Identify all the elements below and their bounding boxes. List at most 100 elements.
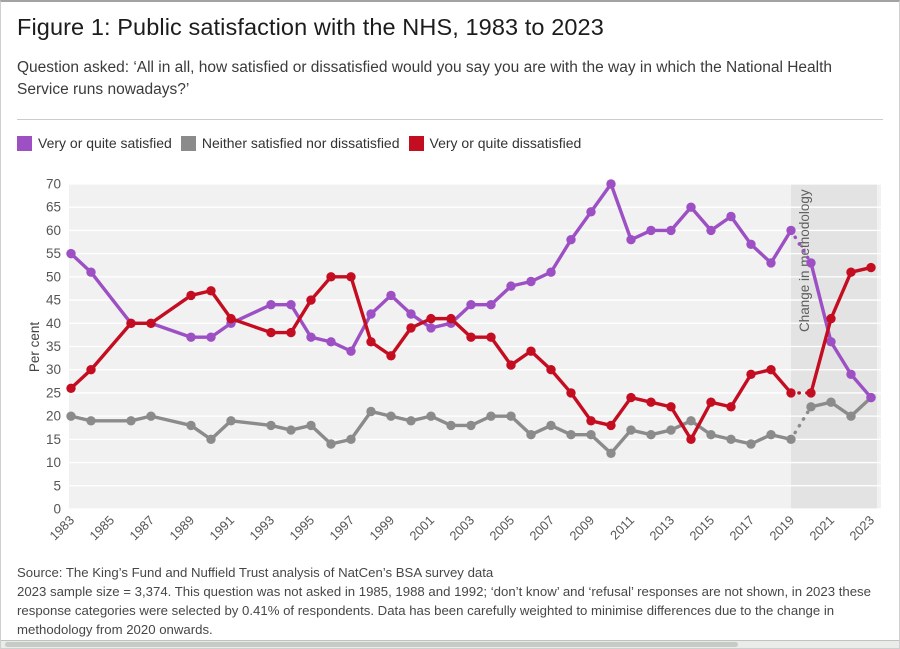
- data-point-neither-satisfied-nor-dissatisfied-2006[interactable]: [526, 430, 536, 440]
- data-point-neither-satisfied-nor-dissatisfied-1986[interactable]: [126, 416, 136, 426]
- data-point-very-or-quite-satisfied-2013[interactable]: [666, 225, 676, 236]
- data-point-neither-satisfied-nor-dissatisfied-2009[interactable]: [586, 430, 596, 440]
- data-point-very-or-quite-satisfied-2016[interactable]: [726, 211, 736, 222]
- data-point-very-or-quite-dissatisfied-1998[interactable]: [366, 337, 376, 347]
- data-point-very-or-quite-satisfied-1983[interactable]: [66, 248, 76, 259]
- data-point-very-or-quite-satisfied-2019[interactable]: [786, 225, 796, 236]
- data-point-very-or-quite-satisfied-1995[interactable]: [306, 332, 316, 342]
- data-point-neither-satisfied-nor-dissatisfied-2019[interactable]: [786, 434, 796, 445]
- scrollbar-thumb[interactable]: [5, 642, 738, 647]
- data-point-very-or-quite-satisfied-2020[interactable]: [806, 258, 816, 268]
- data-point-very-or-quite-dissatisfied-1989[interactable]: [186, 290, 196, 301]
- data-point-very-or-quite-satisfied-2018[interactable]: [766, 258, 776, 268]
- data-point-very-or-quite-satisfied-2011[interactable]: [626, 235, 636, 245]
- data-point-neither-satisfied-nor-dissatisfied-2010[interactable]: [606, 448, 616, 458]
- data-point-very-or-quite-dissatisfied-1990[interactable]: [206, 286, 216, 296]
- data-point-very-or-quite-dissatisfied-1994[interactable]: [286, 327, 296, 338]
- data-point-neither-satisfied-nor-dissatisfied-2005[interactable]: [506, 411, 516, 421]
- data-point-very-or-quite-dissatisfied-2006[interactable]: [526, 346, 536, 356]
- data-point-very-or-quite-satisfied-2001[interactable]: [426, 323, 436, 333]
- data-point-neither-satisfied-nor-dissatisfied-2002[interactable]: [446, 420, 456, 431]
- data-point-very-or-quite-dissatisfied-2016[interactable]: [726, 402, 736, 412]
- data-point-neither-satisfied-nor-dissatisfied-2001[interactable]: [426, 411, 436, 421]
- data-point-very-or-quite-dissatisfied-2010[interactable]: [606, 420, 616, 431]
- data-point-very-or-quite-satisfied-2008[interactable]: [566, 235, 576, 245]
- data-point-very-or-quite-satisfied-2007[interactable]: [546, 267, 556, 277]
- data-point-very-or-quite-satisfied-1998[interactable]: [366, 309, 376, 319]
- data-point-very-or-quite-dissatisfied-1999[interactable]: [386, 351, 396, 361]
- data-point-neither-satisfied-nor-dissatisfied-1999[interactable]: [386, 411, 396, 421]
- data-point-very-or-quite-dissatisfied-2007[interactable]: [546, 365, 556, 375]
- data-point-very-or-quite-dissatisfied-2009[interactable]: [586, 416, 596, 426]
- data-point-very-or-quite-dissatisfied-2019[interactable]: [786, 388, 796, 398]
- data-point-very-or-quite-dissatisfied-2013[interactable]: [666, 402, 676, 412]
- data-point-neither-satisfied-nor-dissatisfied-2021[interactable]: [826, 397, 836, 407]
- data-point-very-or-quite-dissatisfied-1993[interactable]: [266, 327, 276, 338]
- data-point-very-or-quite-satisfied-1996[interactable]: [326, 337, 336, 347]
- data-point-neither-satisfied-nor-dissatisfied-2018[interactable]: [766, 430, 776, 440]
- data-point-very-or-quite-satisfied-2004[interactable]: [486, 300, 496, 310]
- data-point-very-or-quite-satisfied-2023[interactable]: [866, 392, 876, 403]
- data-point-neither-satisfied-nor-dissatisfied-2007[interactable]: [546, 420, 556, 431]
- data-point-neither-satisfied-nor-dissatisfied-2008[interactable]: [566, 430, 576, 440]
- data-point-very-or-quite-dissatisfied-2021[interactable]: [826, 313, 836, 324]
- data-point-very-or-quite-dissatisfied-2002[interactable]: [446, 313, 456, 324]
- data-point-very-or-quite-dissatisfied-2023[interactable]: [866, 262, 876, 273]
- data-point-neither-satisfied-nor-dissatisfied-2016[interactable]: [726, 434, 736, 445]
- data-point-very-or-quite-dissatisfied-1983[interactable]: [66, 383, 76, 393]
- data-point-neither-satisfied-nor-dissatisfied-2022[interactable]: [846, 411, 856, 421]
- data-point-very-or-quite-dissatisfied-2008[interactable]: [566, 388, 576, 398]
- data-point-very-or-quite-dissatisfied-2004[interactable]: [486, 332, 496, 342]
- data-point-very-or-quite-satisfied-1989[interactable]: [186, 332, 196, 342]
- data-point-very-or-quite-dissatisfied-2012[interactable]: [646, 397, 656, 407]
- data-point-neither-satisfied-nor-dissatisfied-2003[interactable]: [466, 420, 476, 431]
- data-point-very-or-quite-dissatisfied-2015[interactable]: [706, 397, 716, 407]
- data-point-neither-satisfied-nor-dissatisfied-2017[interactable]: [746, 439, 756, 449]
- horizontal-scrollbar[interactable]: [1, 640, 899, 648]
- data-point-neither-satisfied-nor-dissatisfied-2000[interactable]: [406, 416, 416, 426]
- data-point-very-or-quite-dissatisfied-2017[interactable]: [746, 369, 756, 380]
- data-point-neither-satisfied-nor-dissatisfied-2013[interactable]: [666, 425, 676, 435]
- data-point-very-or-quite-satisfied-2010[interactable]: [606, 179, 616, 189]
- data-point-very-or-quite-dissatisfied-2011[interactable]: [626, 392, 636, 403]
- data-point-very-or-quite-dissatisfied-2022[interactable]: [846, 267, 856, 277]
- data-point-very-or-quite-satisfied-2014[interactable]: [686, 202, 696, 212]
- data-point-very-or-quite-dissatisfied-2014[interactable]: [686, 434, 696, 445]
- data-point-neither-satisfied-nor-dissatisfied-2011[interactable]: [626, 425, 636, 435]
- data-point-neither-satisfied-nor-dissatisfied-1993[interactable]: [266, 420, 276, 431]
- data-point-very-or-quite-satisfied-2009[interactable]: [586, 207, 596, 217]
- data-point-neither-satisfied-nor-dissatisfied-1984[interactable]: [86, 416, 96, 426]
- data-point-very-or-quite-satisfied-2021[interactable]: [826, 337, 836, 347]
- data-point-very-or-quite-satisfied-1993[interactable]: [266, 300, 276, 310]
- data-point-very-or-quite-satisfied-2005[interactable]: [506, 281, 516, 291]
- data-point-very-or-quite-dissatisfied-1996[interactable]: [326, 272, 336, 282]
- data-point-very-or-quite-satisfied-1999[interactable]: [386, 290, 396, 301]
- data-point-very-or-quite-dissatisfied-1986[interactable]: [126, 318, 136, 328]
- data-point-neither-satisfied-nor-dissatisfied-1996[interactable]: [326, 439, 336, 449]
- data-point-very-or-quite-satisfied-2015[interactable]: [706, 225, 716, 236]
- data-point-neither-satisfied-nor-dissatisfied-1998[interactable]: [366, 406, 376, 417]
- data-point-very-or-quite-dissatisfied-1991[interactable]: [226, 313, 236, 324]
- data-point-very-or-quite-satisfied-1997[interactable]: [346, 346, 356, 356]
- data-point-very-or-quite-satisfied-1984[interactable]: [86, 267, 96, 277]
- data-point-very-or-quite-satisfied-2012[interactable]: [646, 225, 656, 236]
- data-point-neither-satisfied-nor-dissatisfied-2020[interactable]: [806, 402, 816, 412]
- data-point-neither-satisfied-nor-dissatisfied-1983[interactable]: [66, 411, 76, 421]
- data-point-very-or-quite-dissatisfied-2020[interactable]: [806, 388, 816, 398]
- data-point-neither-satisfied-nor-dissatisfied-1987[interactable]: [146, 411, 156, 421]
- data-point-neither-satisfied-nor-dissatisfied-1991[interactable]: [226, 416, 236, 426]
- data-point-very-or-quite-dissatisfied-2005[interactable]: [506, 360, 516, 370]
- data-point-neither-satisfied-nor-dissatisfied-2014[interactable]: [686, 416, 696, 426]
- data-point-neither-satisfied-nor-dissatisfied-1990[interactable]: [206, 434, 216, 445]
- data-point-neither-satisfied-nor-dissatisfied-1994[interactable]: [286, 425, 296, 435]
- data-point-neither-satisfied-nor-dissatisfied-1995[interactable]: [306, 420, 316, 431]
- data-point-very-or-quite-satisfied-2000[interactable]: [406, 309, 416, 319]
- data-point-neither-satisfied-nor-dissatisfied-1997[interactable]: [346, 434, 356, 445]
- data-point-very-or-quite-dissatisfied-2001[interactable]: [426, 313, 436, 324]
- data-point-neither-satisfied-nor-dissatisfied-2015[interactable]: [706, 430, 716, 440]
- data-point-very-or-quite-dissatisfied-1997[interactable]: [346, 272, 356, 282]
- data-point-very-or-quite-satisfied-2017[interactable]: [746, 239, 756, 250]
- data-point-very-or-quite-dissatisfied-2003[interactable]: [466, 332, 476, 342]
- data-point-very-or-quite-satisfied-1994[interactable]: [286, 300, 296, 310]
- data-point-very-or-quite-dissatisfied-1984[interactable]: [86, 365, 96, 375]
